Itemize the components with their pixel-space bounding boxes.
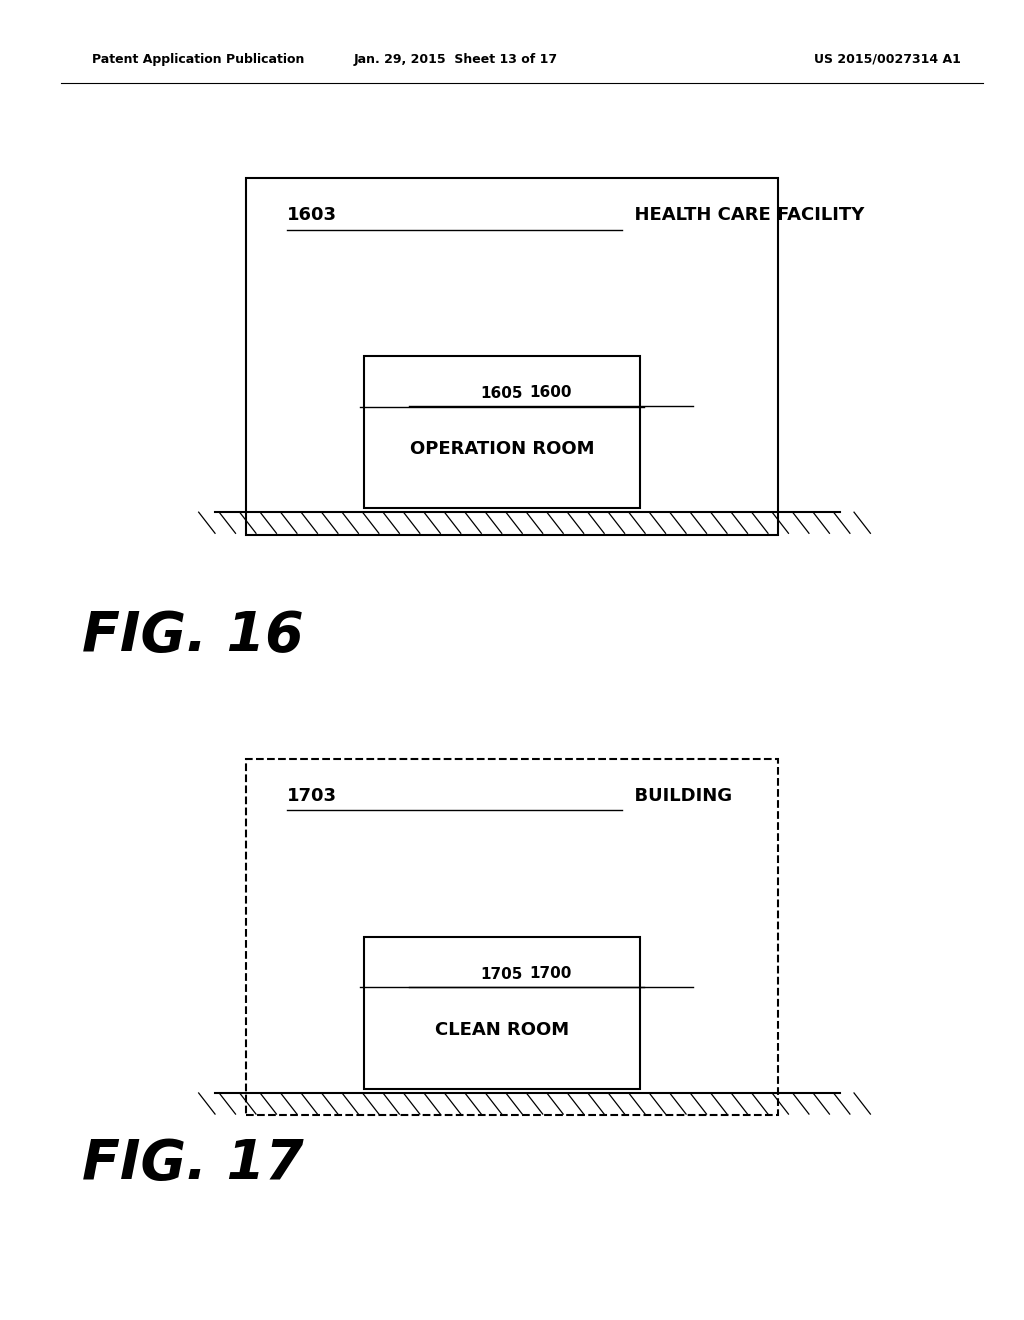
Bar xyxy=(364,937,640,1089)
Bar xyxy=(364,356,640,508)
Bar xyxy=(246,759,778,1115)
Text: Patent Application Publication: Patent Application Publication xyxy=(92,53,304,66)
Text: FIG. 17: FIG. 17 xyxy=(82,1138,304,1191)
Text: US 2015/0027314 A1: US 2015/0027314 A1 xyxy=(814,53,961,66)
Bar xyxy=(499,362,603,432)
Text: 1605: 1605 xyxy=(480,385,523,401)
Text: OPERATION ROOM: OPERATION ROOM xyxy=(410,440,594,458)
Text: BUILDING: BUILDING xyxy=(623,787,732,805)
Text: 1600: 1600 xyxy=(529,385,572,400)
Text: CLEAN ROOM: CLEAN ROOM xyxy=(435,1020,568,1039)
Text: 1703: 1703 xyxy=(287,787,337,805)
Bar xyxy=(246,178,778,535)
Text: HEALTH CARE FACILITY: HEALTH CARE FACILITY xyxy=(623,206,864,224)
Text: 1705: 1705 xyxy=(480,966,523,982)
Text: Jan. 29, 2015  Sheet 13 of 17: Jan. 29, 2015 Sheet 13 of 17 xyxy=(353,53,558,66)
Text: 1700: 1700 xyxy=(529,966,572,981)
Text: 1603: 1603 xyxy=(287,206,337,224)
Bar xyxy=(499,942,603,1012)
Text: FIG. 16: FIG. 16 xyxy=(82,610,304,663)
